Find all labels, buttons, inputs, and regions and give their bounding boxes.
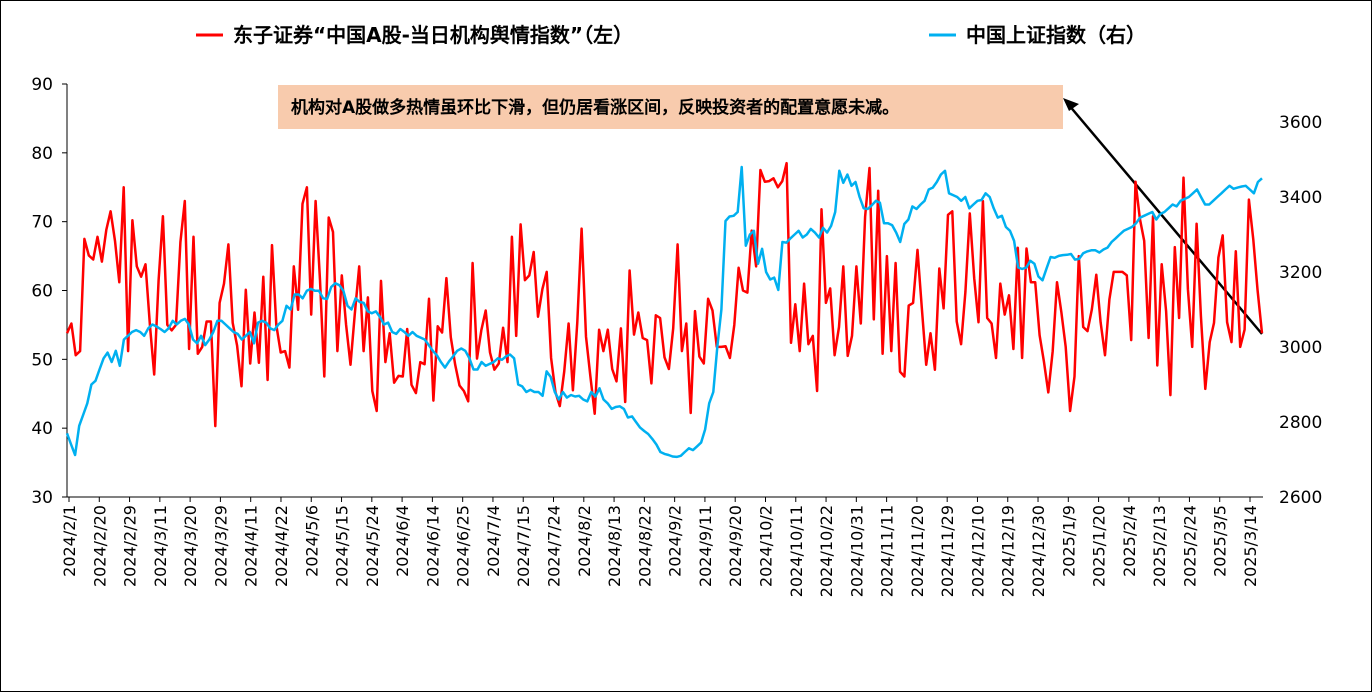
x-axis-tick-label: 2024/5/15 xyxy=(333,505,352,587)
x-axis-tick-label: 2024/10/11 xyxy=(787,505,806,597)
x-axis-tick-label: 2025/1/20 xyxy=(1090,505,1109,587)
annotation-box xyxy=(278,85,1063,129)
x-axis-tick-label: 2024/2/29 xyxy=(121,505,140,587)
x-axis-tick-label: 2024/10/31 xyxy=(847,505,866,597)
x-axis-tick-label: 2025/2/4 xyxy=(1120,505,1139,577)
legend: 东子证券“中国A股-当日机构舆情指数”（左） 中国上证指数（右） xyxy=(196,23,1146,47)
series-line-2 xyxy=(65,165,1263,459)
x-axis-tick-label: 2025/2/13 xyxy=(1150,505,1169,587)
axes: 30 40 50 60 70 80 90 2600 2800 3000 3200 3400 3600 20… xyxy=(31,75,1322,597)
series-lines xyxy=(65,161,1264,459)
x-axis-tick-label: 2024/12/30 xyxy=(1029,505,1048,597)
right-axis-tick-label: 3400 xyxy=(1279,188,1322,208)
x-axis-tick-label: 2024/2/20 xyxy=(90,505,109,587)
right-axis-tick-label: 2800 xyxy=(1279,413,1322,433)
x-axis-tick-label: 2025/2/24 xyxy=(1180,505,1199,587)
x-axis-tick-label: 2024/4/22 xyxy=(272,505,291,587)
x-axis-tick-label: 2024/10/2 xyxy=(756,505,775,587)
x-axis-tick-label: 2024/3/11 xyxy=(151,505,170,587)
left-axis-tick-label: 40 xyxy=(31,419,53,439)
x-axis-tick-label: 2024/6/14 xyxy=(423,505,442,587)
right-axis-tick-label: 3600 xyxy=(1279,113,1322,133)
right-axis-tick-label: 3000 xyxy=(1279,338,1322,358)
x-axis-tick-label: 2024/3/29 xyxy=(211,505,230,587)
x-axis-tick-label: 2024/8/13 xyxy=(605,505,624,587)
left-axis-tick-label: 80 xyxy=(31,144,53,164)
series-line-1 xyxy=(65,161,1264,428)
left-axis-tick-label: 70 xyxy=(31,213,53,233)
x-axis-tick-label: 2024/9/2 xyxy=(666,505,685,577)
x-axis-tick-label: 2024/2/1 xyxy=(60,505,79,577)
left-axis-tick-label: 60 xyxy=(31,282,53,302)
x-axis-tick-label: 2024/12/19 xyxy=(999,505,1018,597)
annotation-arrow-line xyxy=(1067,103,1263,335)
x-axis-tick-label: 2025/1/9 xyxy=(1059,505,1078,577)
x-axis-tick-label: 2025/3/14 xyxy=(1241,505,1260,587)
x-axis-tick-label: 2024/5/6 xyxy=(302,505,321,577)
annotation: 机构对A股做多热情虽环比下滑，但仍居看涨区间，反映投资者的配置意愿未减。 xyxy=(278,85,1263,335)
right-axis-tick-label: 3200 xyxy=(1279,263,1322,283)
x-axis-tick-label: 2024/12/10 xyxy=(968,505,987,597)
x-axis-tick-label: 2024/11/11 xyxy=(878,505,897,597)
x-axis-tick-label: 2024/9/20 xyxy=(726,505,745,587)
x-axis-tick-label: 2024/3/20 xyxy=(181,505,200,587)
legend-label-series-1: 东子证券“中国A股-当日机构舆情指数”（左） xyxy=(233,23,633,47)
x-axis-tick-label: 2024/6/4 xyxy=(393,505,412,577)
left-axis-tick-label: 30 xyxy=(31,488,53,508)
right-axis-tick-label: 2600 xyxy=(1279,488,1322,508)
x-axis-tick-label: 2024/10/22 xyxy=(817,505,836,597)
x-axis-tick-label: 2024/4/11 xyxy=(242,505,261,587)
left-axis-tick-label: 90 xyxy=(31,75,53,95)
legend-label-series-2: 中国上证指数（右） xyxy=(966,23,1146,47)
annotation-arrow-head xyxy=(1063,98,1079,111)
x-axis-tick-label: 2025/3/5 xyxy=(1211,505,1230,577)
x-axis-tick-label: 2024/7/4 xyxy=(484,505,503,577)
x-axis-tick-label: 2024/5/24 xyxy=(363,505,382,587)
x-axis-tick-label: 2024/11/20 xyxy=(908,505,927,597)
left-axis-tick-label: 50 xyxy=(31,350,53,370)
x-axis-tick-label: 2024/8/2 xyxy=(575,505,594,577)
x-axis-tick-label: 2024/9/11 xyxy=(696,505,715,587)
x-axis-tick-label: 2024/7/24 xyxy=(545,505,564,587)
x-axis-tick-label: 2024/7/15 xyxy=(514,505,533,587)
x-axis-tick-label: 2024/11/29 xyxy=(938,505,957,597)
annotation-text: 机构对A股做多热情虽环比下滑，但仍居看涨区间，反映投资者的配置意愿未减。 xyxy=(291,97,899,118)
x-axis-tick-label: 2024/6/25 xyxy=(454,505,473,587)
x-axis-tick-label: 2024/8/22 xyxy=(635,505,654,587)
